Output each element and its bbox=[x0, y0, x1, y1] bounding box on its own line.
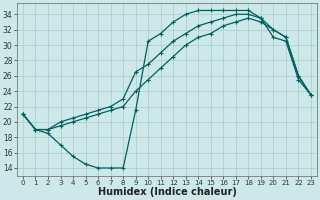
X-axis label: Humidex (Indice chaleur): Humidex (Indice chaleur) bbox=[98, 187, 236, 197]
